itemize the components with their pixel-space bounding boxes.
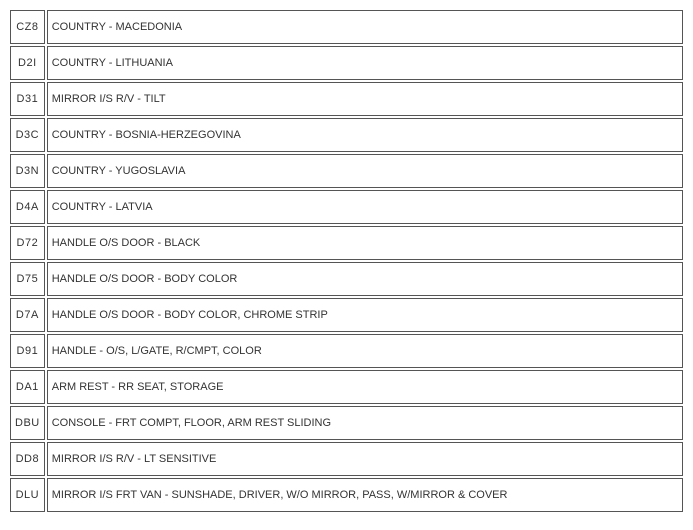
code-cell: D75 bbox=[10, 262, 45, 296]
table-row: D91HANDLE - O/S, L/GATE, R/CMPT, COLOR bbox=[10, 334, 683, 368]
table-row: D3CCOUNTRY - BOSNIA-HERZEGOVINA bbox=[10, 118, 683, 152]
code-cell: DBU bbox=[10, 406, 45, 440]
desc-cell: HANDLE - O/S, L/GATE, R/CMPT, COLOR bbox=[47, 334, 683, 368]
code-cell: D31 bbox=[10, 82, 45, 116]
code-cell: DLU bbox=[10, 478, 45, 512]
table-row: DD8MIRROR I/S R/V - LT SENSITIVE bbox=[10, 442, 683, 476]
desc-cell: MIRROR I/S R/V - LT SENSITIVE bbox=[47, 442, 683, 476]
desc-cell: COUNTRY - LITHUANIA bbox=[47, 46, 683, 80]
code-cell: D4A bbox=[10, 190, 45, 224]
table-row: D3NCOUNTRY - YUGOSLAVIA bbox=[10, 154, 683, 188]
code-cell: D72 bbox=[10, 226, 45, 260]
code-cell: DD8 bbox=[10, 442, 45, 476]
code-cell: CZ8 bbox=[10, 10, 45, 44]
desc-cell: CONSOLE - FRT COMPT, FLOOR, ARM REST SLI… bbox=[47, 406, 683, 440]
code-cell: DA1 bbox=[10, 370, 45, 404]
table-row: D4ACOUNTRY - LATVIA bbox=[10, 190, 683, 224]
code-cell: D7A bbox=[10, 298, 45, 332]
desc-cell: ARM REST - RR SEAT, STORAGE bbox=[47, 370, 683, 404]
codes-table: CZ8COUNTRY - MACEDONIAD2ICOUNTRY - LITHU… bbox=[8, 8, 685, 514]
desc-cell: COUNTRY - LATVIA bbox=[47, 190, 683, 224]
codes-tbody: CZ8COUNTRY - MACEDONIAD2ICOUNTRY - LITHU… bbox=[10, 10, 683, 512]
table-row: D75HANDLE O/S DOOR - BODY COLOR bbox=[10, 262, 683, 296]
table-row: D31MIRROR I/S R/V - TILT bbox=[10, 82, 683, 116]
table-row: D7AHANDLE O/S DOOR - BODY COLOR, CHROME … bbox=[10, 298, 683, 332]
code-cell: D2I bbox=[10, 46, 45, 80]
table-row: D72HANDLE O/S DOOR - BLACK bbox=[10, 226, 683, 260]
desc-cell: HANDLE O/S DOOR - BODY COLOR bbox=[47, 262, 683, 296]
table-row: DA1ARM REST - RR SEAT, STORAGE bbox=[10, 370, 683, 404]
desc-cell: HANDLE O/S DOOR - BODY COLOR, CHROME STR… bbox=[47, 298, 683, 332]
table-row: D2ICOUNTRY - LITHUANIA bbox=[10, 46, 683, 80]
desc-cell: COUNTRY - BOSNIA-HERZEGOVINA bbox=[47, 118, 683, 152]
code-cell: D91 bbox=[10, 334, 45, 368]
desc-cell: MIRROR I/S FRT VAN - SUNSHADE, DRIVER, W… bbox=[47, 478, 683, 512]
table-row: DBUCONSOLE - FRT COMPT, FLOOR, ARM REST … bbox=[10, 406, 683, 440]
desc-cell: HANDLE O/S DOOR - BLACK bbox=[47, 226, 683, 260]
table-row: DLUMIRROR I/S FRT VAN - SUNSHADE, DRIVER… bbox=[10, 478, 683, 512]
code-cell: D3C bbox=[10, 118, 45, 152]
desc-cell: MIRROR I/S R/V - TILT bbox=[47, 82, 683, 116]
table-row: CZ8COUNTRY - MACEDONIA bbox=[10, 10, 683, 44]
desc-cell: COUNTRY - MACEDONIA bbox=[47, 10, 683, 44]
desc-cell: COUNTRY - YUGOSLAVIA bbox=[47, 154, 683, 188]
code-cell: D3N bbox=[10, 154, 45, 188]
